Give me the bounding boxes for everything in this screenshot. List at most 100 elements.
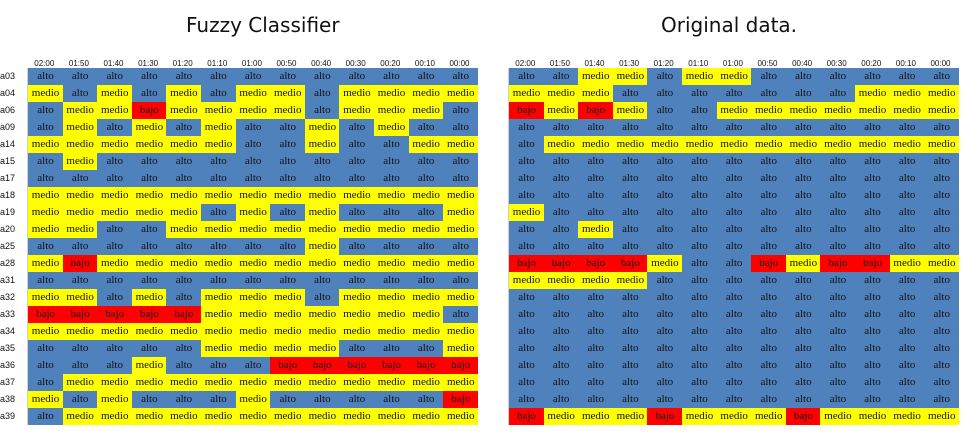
original-cell-alto: alto: [855, 323, 891, 340]
fuzzy-cell-medio: medio: [374, 306, 410, 323]
fuzzy-time-header: 01:40: [103, 59, 124, 68]
original-cell-medio: medio: [578, 408, 614, 425]
original-cell-alto: alto: [820, 306, 856, 323]
original-cell-alto: alto: [855, 170, 891, 187]
original-cell-alto: alto: [889, 187, 925, 204]
fuzzy-cell-alto: alto: [166, 153, 202, 170]
fuzzy-cell-medio: medio: [166, 374, 202, 391]
original-cell-alto: alto: [647, 391, 683, 408]
fuzzy-cell-alto: alto: [270, 136, 306, 153]
fuzzy-cell-medio: medio: [62, 323, 98, 340]
row-label: a06: [0, 105, 16, 115]
original-cell-alto: alto: [682, 238, 718, 255]
fuzzy-cell-alto: alto: [166, 170, 202, 187]
fuzzy-cell-medio: medio: [235, 408, 271, 425]
original-cell-alto: alto: [509, 391, 545, 408]
fuzzy-cell-alto: alto: [131, 272, 167, 289]
fuzzy-cell-alto: alto: [408, 153, 444, 170]
fuzzy-cell-medio: medio: [131, 136, 167, 153]
original-cell-alto: alto: [509, 238, 545, 255]
original-cell-alto: alto: [682, 85, 718, 102]
original-cell-alto: alto: [543, 391, 579, 408]
original-cell-medio: medio: [924, 255, 960, 272]
original-cell-alto: alto: [509, 374, 545, 391]
fuzzy-cell-medio: medio: [339, 85, 375, 102]
original-cell-alto: alto: [889, 238, 925, 255]
fuzzy-cell-alto: alto: [270, 204, 306, 221]
row-label: a25: [0, 241, 16, 251]
original-cell-medio: medio: [682, 136, 718, 153]
original-cell-alto: alto: [855, 221, 891, 238]
original-cell-medio: medio: [716, 102, 752, 119]
original-cell-medio: medio: [578, 85, 614, 102]
original-cell-alto: alto: [785, 119, 821, 136]
original-cell-medio: medio: [509, 272, 545, 289]
original-cell-alto: alto: [924, 306, 960, 323]
fuzzy-cell-medio: medio: [62, 289, 98, 306]
original-cell-alto: alto: [543, 170, 579, 187]
row-label: a09: [0, 122, 16, 132]
row-label: a34: [0, 326, 16, 336]
fuzzy-cell-alto: alto: [374, 238, 410, 255]
original-cell-alto: alto: [716, 255, 752, 272]
original-time-header: 01:10: [688, 59, 709, 68]
fuzzy-cell-medio: medio: [304, 238, 340, 255]
fuzzy-cell-medio: medio: [166, 408, 202, 425]
fuzzy-cell-alto: alto: [166, 357, 202, 374]
fuzzy-cell-alto: alto: [28, 357, 64, 374]
original-cell-medio: medio: [612, 136, 648, 153]
fuzzy-cell-alto: alto: [408, 238, 444, 255]
original-cell-alto: alto: [578, 170, 614, 187]
fuzzy-cell-alto: alto: [97, 119, 133, 136]
original-cell-alto: alto: [751, 119, 787, 136]
fuzzy-cell-medio: medio: [166, 323, 202, 340]
original-cell-alto: alto: [751, 68, 787, 85]
fuzzy-cell-medio: medio: [339, 289, 375, 306]
fuzzy-cell-alto: alto: [339, 136, 375, 153]
original-cell-alto: alto: [682, 340, 718, 357]
original-cell-bajo: bajo: [647, 408, 683, 425]
fuzzy-cell-alto: alto: [62, 68, 98, 85]
original-cell-alto: alto: [578, 374, 614, 391]
fuzzy-cell-medio: medio: [443, 204, 479, 221]
fuzzy-cell-medio: medio: [97, 374, 133, 391]
fuzzy-cell-medio: medio: [270, 85, 306, 102]
fuzzy-cell-alto: alto: [304, 102, 340, 119]
original-data-title: Original data.: [661, 13, 798, 37]
original-cell-alto: alto: [647, 204, 683, 221]
original-cell-medio: medio: [647, 136, 683, 153]
original-cell-alto: alto: [855, 340, 891, 357]
fuzzy-cell-alto: alto: [62, 170, 98, 187]
fuzzy-cell-medio: medio: [235, 221, 271, 238]
fuzzy-cell-alto: alto: [97, 170, 133, 187]
fuzzy-cell-alto: alto: [131, 221, 167, 238]
fuzzy-cell-medio: medio: [270, 289, 306, 306]
fuzzy-cell-alto: alto: [270, 272, 306, 289]
original-cell-alto: alto: [751, 374, 787, 391]
original-cell-alto: alto: [543, 289, 579, 306]
original-cell-medio: medio: [889, 102, 925, 119]
original-cell-alto: alto: [612, 170, 648, 187]
original-cell-alto: alto: [509, 221, 545, 238]
fuzzy-cell-medio: medio: [201, 119, 237, 136]
fuzzy-cell-medio: medio: [62, 102, 98, 119]
original-cell-alto: alto: [924, 391, 960, 408]
original-cell-medio: medio: [543, 85, 579, 102]
original-cell-alto: alto: [647, 119, 683, 136]
fuzzy-cell-medio: medio: [235, 85, 271, 102]
fuzzy-cell-medio: medio: [28, 136, 64, 153]
original-cell-alto: alto: [785, 323, 821, 340]
fuzzy-cell-alto: alto: [374, 170, 410, 187]
original-time-header: 01:50: [549, 59, 570, 68]
original-cell-alto: alto: [751, 306, 787, 323]
fuzzy-cell-medio: medio: [339, 102, 375, 119]
fuzzy-cell-medio: medio: [408, 289, 444, 306]
fuzzy-cell-alto: alto: [201, 357, 237, 374]
fuzzy-cell-medio: medio: [62, 374, 98, 391]
original-cell-alto: alto: [612, 391, 648, 408]
original-cell-alto: alto: [682, 289, 718, 306]
original-cell-alto: alto: [924, 323, 960, 340]
original-cell-alto: alto: [612, 204, 648, 221]
original-cell-alto: alto: [820, 238, 856, 255]
row-label: a20: [0, 224, 16, 234]
